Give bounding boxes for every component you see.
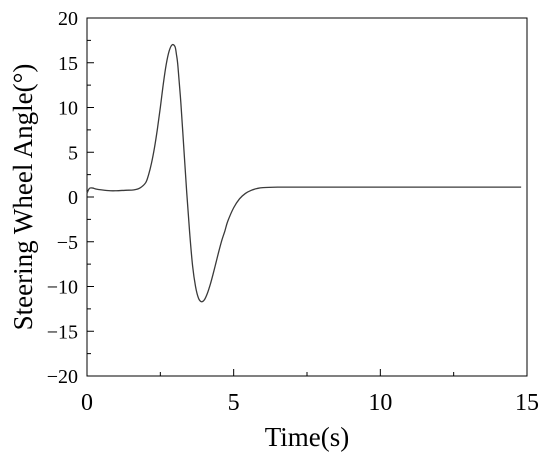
x-tick-label: 0 xyxy=(81,390,93,416)
y-tick-label: 15 xyxy=(58,53,78,75)
y-tick-label: −10 xyxy=(47,277,78,299)
x-axis-ticks xyxy=(86,369,528,376)
x-tick-label: 10 xyxy=(368,390,392,416)
y-tick-label: 5 xyxy=(68,142,78,164)
y-axis-tick-labels: −20 −15 −10 −5 0 5 10 15 20 xyxy=(47,8,78,388)
y-axis-title: Steering Wheel Angle(°) xyxy=(8,64,38,331)
y-tick-label: −15 xyxy=(47,321,78,343)
x-axis-title: Time(s) xyxy=(265,422,350,452)
y-tick-label: 20 xyxy=(58,8,78,30)
y-axis-ticks xyxy=(87,17,94,377)
plot-frame xyxy=(86,17,528,377)
x-axis-tick-labels: 0 5 10 15 xyxy=(81,390,539,416)
y-tick-label: 0 xyxy=(68,187,78,209)
y-tick-label: −20 xyxy=(47,366,78,388)
y-tick-label: 10 xyxy=(58,98,78,120)
series-line xyxy=(86,43,522,303)
y-tick-label: −5 xyxy=(57,232,78,254)
x-tick-label: 5 xyxy=(228,390,240,416)
x-tick-label: 15 xyxy=(515,390,539,416)
